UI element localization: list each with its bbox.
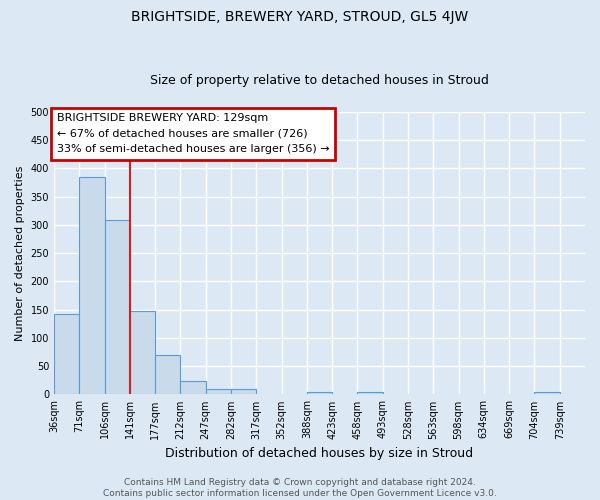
Bar [79,177,104,394]
Bar [206,389,231,394]
Text: Contains HM Land Registry data © Crown copyright and database right 2024.
Contai: Contains HM Land Registry data © Crown c… [103,478,497,498]
Title: Size of property relative to detached houses in Stroud: Size of property relative to detached ho… [150,74,489,87]
Text: BRIGHTSIDE BREWERY YARD: 129sqm
← 67% of detached houses are smaller (726)
33% o: BRIGHTSIDE BREWERY YARD: 129sqm ← 67% of… [56,113,329,154]
Bar [130,312,155,394]
Bar [307,392,332,394]
Bar [54,314,79,394]
Y-axis label: Number of detached properties: Number of detached properties [15,166,25,341]
Bar [181,381,206,394]
Bar [358,392,383,394]
Bar [155,355,181,395]
X-axis label: Distribution of detached houses by size in Stroud: Distribution of detached houses by size … [166,447,473,460]
Bar [535,392,560,394]
Bar [104,220,130,394]
Bar [231,389,256,394]
Text: BRIGHTSIDE, BREWERY YARD, STROUD, GL5 4JW: BRIGHTSIDE, BREWERY YARD, STROUD, GL5 4J… [131,10,469,24]
